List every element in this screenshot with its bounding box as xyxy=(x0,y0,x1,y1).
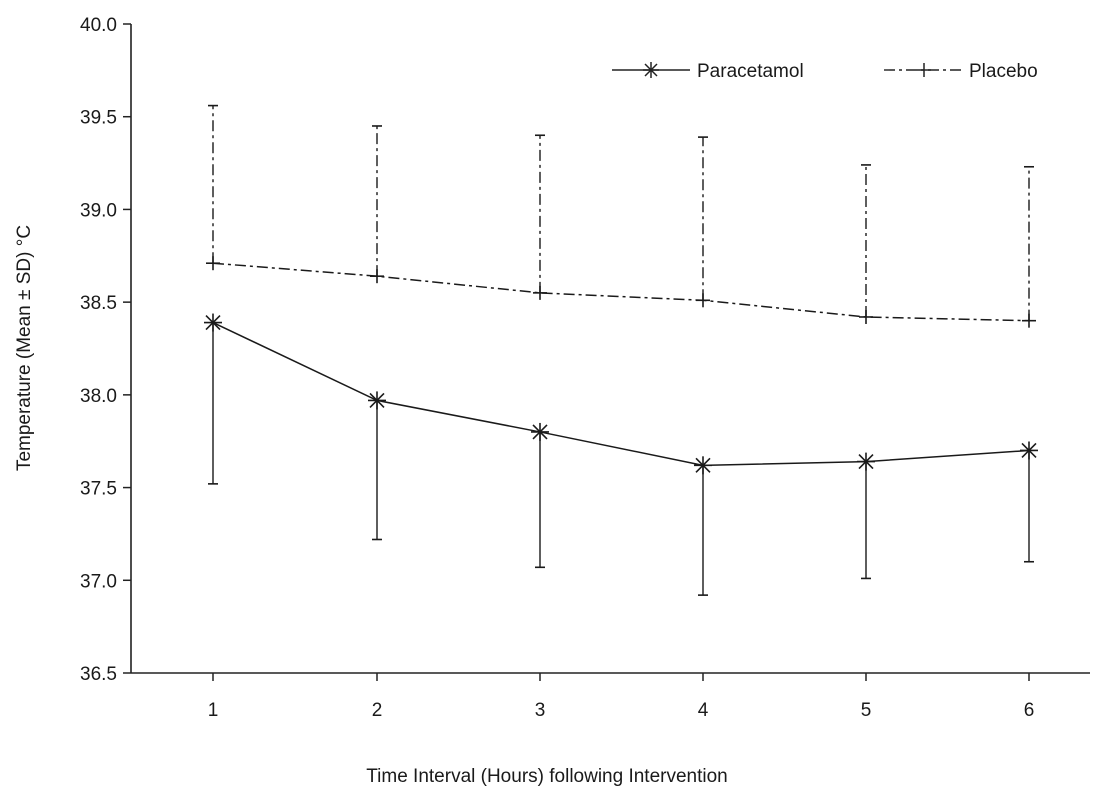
legend-marker-paracetamol xyxy=(643,62,659,78)
point-paracetamol xyxy=(204,313,222,332)
legend-label-placebo: Placebo xyxy=(969,61,1038,82)
point-paracetamol xyxy=(694,456,712,475)
series-line-paracetamol xyxy=(212,321,1030,467)
x-tick-label: 2 xyxy=(372,700,383,721)
x-ticks-layer: 1 2 3 4 5 6 xyxy=(208,673,1035,721)
legend-label-paracetamol: Paracetamol xyxy=(697,61,804,82)
y-tick-label: 37.0 xyxy=(80,571,117,592)
point-paracetamol xyxy=(1020,441,1038,460)
x-tick-label: 5 xyxy=(861,700,872,721)
point-placebo xyxy=(859,309,873,324)
y-tick-label: 39.0 xyxy=(80,200,117,221)
markers-layer xyxy=(204,256,1038,475)
y-tick-label: 40.0 xyxy=(80,15,117,36)
y-ticks-layer: 36.5 37.0 37.5 38.0 38.5 39.0 39.5 40.0 xyxy=(80,15,131,685)
point-paracetamol xyxy=(857,452,875,471)
point-paracetamol xyxy=(368,391,386,410)
legend-entry-paracetamol: Paracetamol xyxy=(612,61,804,82)
point-paracetamol xyxy=(531,422,549,441)
point-placebo xyxy=(370,269,384,284)
x-axis-label: Time Interval (Hours) following Interven… xyxy=(366,766,728,787)
error-bars-layer xyxy=(208,104,1034,596)
y-tick-label: 36.5 xyxy=(80,664,117,685)
y-axis-label: Temperature (Mean ± SD) °C xyxy=(14,225,35,471)
point-placebo xyxy=(533,285,547,300)
y-tick-label: 38.0 xyxy=(80,386,117,407)
x-tick-label: 4 xyxy=(698,700,709,721)
legend: Paracetamol Placebo xyxy=(612,61,1038,82)
legend-marker-placebo xyxy=(917,63,931,77)
series-line-placebo xyxy=(212,262,1030,322)
y-tick-label: 39.5 xyxy=(80,108,117,129)
x-tick-label: 6 xyxy=(1024,700,1035,721)
point-placebo xyxy=(206,256,220,271)
series-lines-layer xyxy=(212,262,1030,467)
x-tick-label: 3 xyxy=(535,700,546,721)
point-placebo xyxy=(696,293,710,308)
legend-entry-placebo: Placebo xyxy=(884,61,1038,82)
y-tick-label: 37.5 xyxy=(80,479,117,500)
point-placebo xyxy=(1022,313,1036,328)
y-tick-label: 38.5 xyxy=(80,293,117,314)
x-tick-label: 1 xyxy=(208,700,219,721)
